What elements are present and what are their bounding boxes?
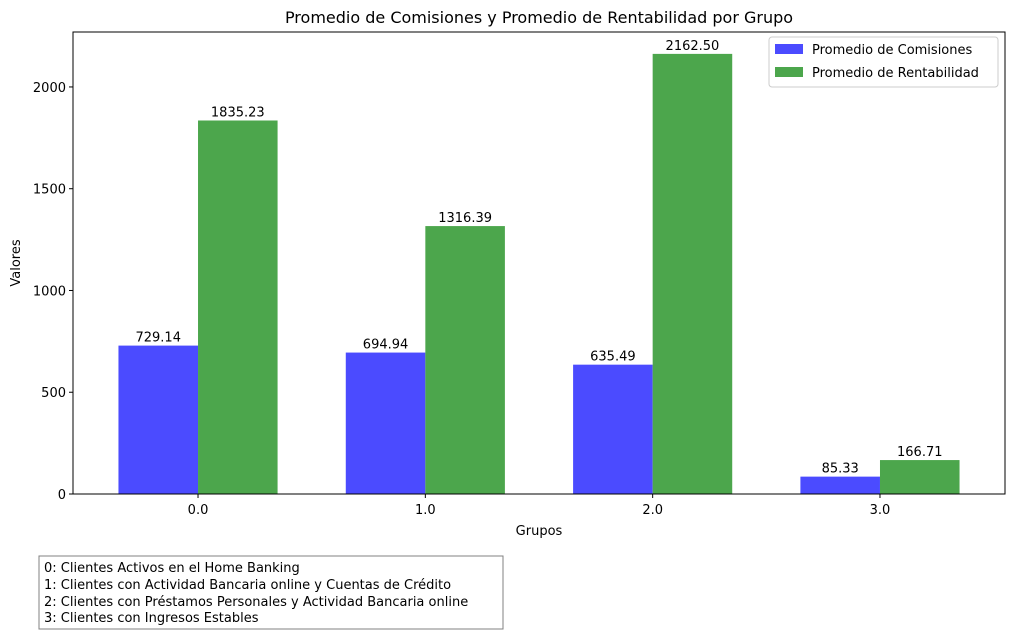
x-tick-label-3: 3.0 <box>870 503 891 518</box>
bar-rentabilidad-1 <box>425 226 505 494</box>
y-tick-label-3: 1500 <box>33 183 66 198</box>
bar-value-label-rentabilidad-2: 2162.50 <box>666 39 720 54</box>
bar-rentabilidad-2 <box>652 53 733 494</box>
plot-frame <box>72 31 1006 495</box>
bar-value-label-rentabilidad-3: 166.71 <box>897 445 943 460</box>
bar-comisiones-1 <box>345 352 426 494</box>
bar-value-label-comisiones-0: 729.14 <box>135 331 181 346</box>
x-axis-label: Grupos <box>516 524 563 539</box>
legend-swatch-rentabilidad <box>775 67 803 77</box>
note-group-3: 3: Clientes con Ingresos Estables <box>44 611 259 626</box>
y-tick-label-1: 500 <box>41 386 66 401</box>
bars-layer <box>118 53 960 495</box>
bar-rentabilidad-0 <box>198 120 278 495</box>
legend-label-rentabilidad: Promedio de Rentabilidad <box>812 66 979 81</box>
chart-title: Promedio de Comisiones y Promedio de Ren… <box>285 8 793 27</box>
legend-swatch-comisiones <box>775 44 803 54</box>
legend-label-comisiones: Promedio de Comisiones <box>812 43 972 58</box>
y-tick-label-0: 0 <box>58 488 66 503</box>
y-axis: 0 500 1000 1500 2000 <box>33 81 73 503</box>
note-group-0: 0: Clientes Activos en el Home Banking <box>44 561 300 576</box>
y-tick-label-4: 2000 <box>33 81 66 96</box>
bar-value-label-rentabilidad-0: 1835.23 <box>211 105 265 120</box>
note-group-1: 1: Clientes con Actividad Bancaria onlin… <box>44 578 451 593</box>
bar-value-label-comisiones-2: 635.49 <box>590 350 636 365</box>
legend-box <box>768 36 999 88</box>
bar-value-label-comisiones-3: 85.33 <box>822 462 859 477</box>
y-axis-label: Valores <box>9 239 24 286</box>
x-axis: 0.0 1.0 2.0 3.0 <box>188 494 891 518</box>
bar-value-label-rentabilidad-1: 1316.39 <box>438 211 492 226</box>
x-tick-label-0: 0.0 <box>188 503 209 518</box>
y-tick-label-2: 1000 <box>33 284 66 299</box>
x-tick-label-2: 2.0 <box>642 503 663 518</box>
group-notes-box: 0: Clientes Activos en el Home Banking 1… <box>38 555 504 630</box>
bar-value-label-comisiones-1: 694.94 <box>363 338 409 353</box>
x-tick-label-1: 1.0 <box>415 503 436 518</box>
note-group-2: 2: Clientes con Préstamos Personales y A… <box>44 595 468 610</box>
bar-comisiones-3 <box>800 476 880 494</box>
bar-labels-layer: 729.14 1835.23 694.94 1316.39 635.49 2162.50 8… <box>135 39 942 477</box>
bar-comisiones-2 <box>573 364 653 494</box>
notes-frame <box>38 555 504 630</box>
bar-rentabilidad-3 <box>879 460 960 494</box>
legend: Promedio de Comisiones Promedio de Renta… <box>768 36 999 88</box>
bar-comisiones-0 <box>118 345 199 494</box>
